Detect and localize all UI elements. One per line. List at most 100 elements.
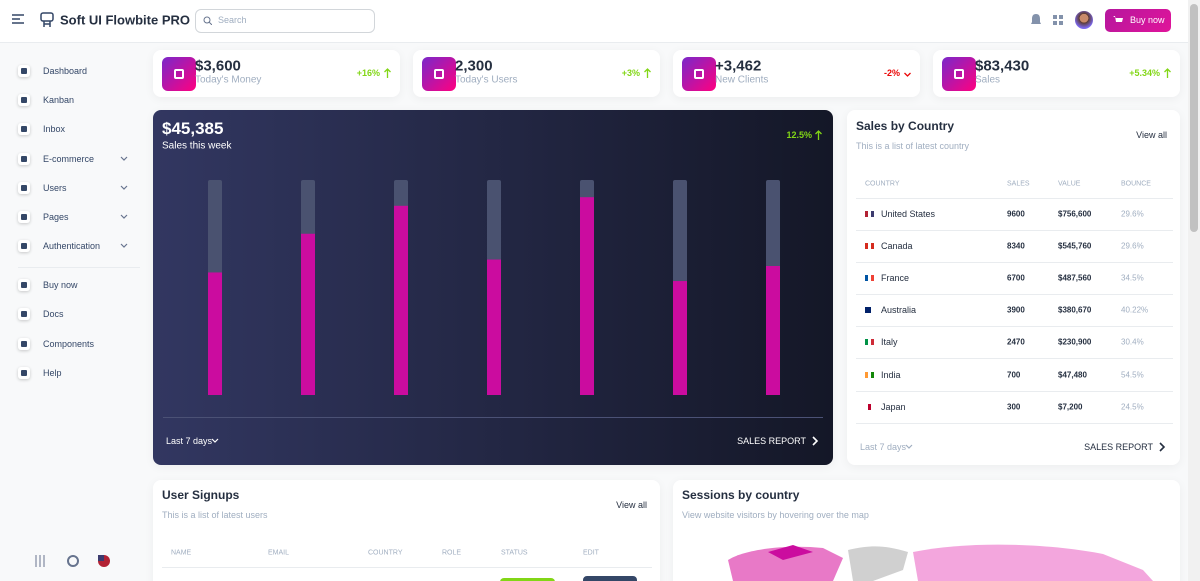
buy-button-label[interactable]: Buy now bbox=[1130, 15, 1165, 25]
row-divider bbox=[162, 567, 652, 568]
column-header: COUNTRY bbox=[368, 549, 403, 557]
view-all[interactable]: View all bbox=[616, 500, 647, 510]
stat-change: +3% bbox=[621, 68, 640, 78]
brand[interactable]: Soft UI Flowbite PRO bbox=[60, 12, 190, 28]
country-value: $756,600 bbox=[1058, 209, 1092, 219]
column-header: BOUNCE bbox=[1121, 180, 1151, 188]
bar bbox=[766, 266, 780, 395]
country-value: $47,480 bbox=[1058, 370, 1087, 379]
trend-arrow bbox=[384, 68, 391, 78]
row-divider bbox=[856, 358, 1173, 360]
stat-label: New Clients bbox=[715, 74, 769, 86]
sales-label: Sales this week bbox=[162, 140, 232, 152]
bell-icon[interactable] bbox=[1031, 14, 1041, 26]
stat-change: +16% bbox=[356, 68, 380, 78]
sidebar-divider bbox=[18, 267, 140, 268]
sidebar-footer-icons[interactable] bbox=[34, 554, 114, 568]
range-select[interactable]: Last 7 days bbox=[166, 436, 213, 446]
row-divider bbox=[856, 230, 1173, 231]
sales-bar-chart bbox=[208, 180, 780, 395]
stat-value: $83,430 bbox=[975, 57, 1030, 75]
card-subtitle: This is a list of latest country bbox=[856, 141, 970, 151]
flag bbox=[865, 307, 874, 314]
country-bounce: 34.5% bbox=[1121, 273, 1144, 283]
nav-item[interactable]: Users bbox=[43, 182, 67, 193]
country-value: $7,200 bbox=[1058, 402, 1083, 412]
chevron-right bbox=[812, 436, 819, 446]
flag bbox=[865, 403, 874, 410]
nav-item[interactable]: Buy now bbox=[43, 280, 78, 290]
nav-item[interactable]: Help bbox=[43, 367, 62, 378]
flag bbox=[865, 371, 874, 378]
row-divider bbox=[856, 390, 1173, 392]
apps-icon[interactable] bbox=[1053, 15, 1063, 25]
range-select[interactable]: Last 7 days bbox=[860, 442, 907, 452]
avatar[interactable] bbox=[1075, 11, 1093, 29]
menu-icon[interactable] bbox=[12, 14, 24, 24]
stat-label: Sales bbox=[975, 74, 1001, 86]
nav-item[interactable]: E-commerce bbox=[43, 153, 95, 164]
column-header: EMAIL bbox=[268, 549, 290, 557]
stat-icon-glyph bbox=[694, 69, 704, 79]
chevron bbox=[905, 444, 913, 449]
country-sales: 6700 bbox=[1007, 273, 1025, 283]
nav-item[interactable]: Components bbox=[43, 338, 95, 349]
nav-icon bbox=[18, 337, 30, 350]
country-sales: 2470 bbox=[1007, 337, 1025, 347]
stat-value: 2,300 bbox=[455, 57, 493, 75]
chevron bbox=[120, 214, 128, 219]
stat-icon bbox=[422, 57, 456, 91]
edit-button[interactable] bbox=[583, 576, 637, 581]
bar bbox=[580, 197, 594, 395]
country-value: $230,900 bbox=[1058, 337, 1092, 347]
search-box[interactable] bbox=[195, 9, 375, 33]
country-name: United States bbox=[881, 209, 936, 219]
country-name: France bbox=[881, 273, 910, 284]
country-sales: 9600 bbox=[1007, 209, 1025, 219]
country-bounce: 30.4% bbox=[1121, 337, 1144, 347]
scrollbar-thumb[interactable] bbox=[1190, 4, 1198, 232]
bar bbox=[487, 259, 501, 395]
country-name: Australia bbox=[881, 305, 917, 316]
stat-icon bbox=[942, 57, 976, 91]
search-placeholder: Search bbox=[218, 15, 247, 25]
nav-item[interactable]: Pages bbox=[43, 212, 69, 222]
nav-item[interactable]: Dashboard bbox=[43, 66, 88, 76]
card-title: Sessions by country bbox=[682, 488, 800, 502]
view-all[interactable]: View all bbox=[1136, 130, 1167, 140]
column-header: VALUE bbox=[1058, 180, 1081, 188]
sales-value: $45,385 bbox=[162, 119, 224, 138]
country-bounce: 24.5% bbox=[1121, 402, 1144, 412]
search-icon bbox=[203, 16, 212, 25]
nav-item[interactable]: Authentication bbox=[43, 241, 101, 252]
trend-arrow bbox=[904, 72, 911, 77]
country-value: $545,760 bbox=[1058, 241, 1092, 251]
country-bounce: 29.6% bbox=[1121, 209, 1144, 219]
country-sales: 700 bbox=[1007, 370, 1021, 379]
stat-icon-glyph bbox=[434, 69, 444, 79]
logo[interactable] bbox=[40, 12, 54, 28]
row-divider bbox=[856, 422, 1173, 424]
nav-item[interactable]: Kanban bbox=[43, 95, 75, 106]
buy-button[interactable] bbox=[1105, 9, 1171, 32]
stat-value: +3,462 bbox=[715, 57, 762, 75]
country-bounce: 40.22% bbox=[1121, 305, 1149, 315]
sales-change: 12.5% bbox=[786, 130, 812, 140]
country-name: Italy bbox=[881, 337, 898, 348]
nav-icon bbox=[18, 65, 30, 77]
trend-arrow bbox=[815, 130, 822, 140]
chevron bbox=[120, 243, 128, 249]
report-link[interactable]: SALES REPORT bbox=[737, 436, 806, 446]
country-value: $487,560 bbox=[1058, 273, 1092, 283]
flag bbox=[865, 211, 874, 217]
chevron bbox=[120, 185, 128, 190]
row-divider bbox=[856, 198, 1173, 199]
nav-item[interactable]: Inbox bbox=[43, 124, 66, 135]
nav-item[interactable]: Docs bbox=[43, 309, 64, 320]
stat-label: Today's Money bbox=[195, 74, 262, 86]
report-link[interactable]: SALES REPORT bbox=[1084, 442, 1153, 452]
country-name: Canada bbox=[881, 241, 913, 252]
signups-card bbox=[153, 480, 660, 581]
country-bounce: 29.6% bbox=[1121, 241, 1144, 251]
